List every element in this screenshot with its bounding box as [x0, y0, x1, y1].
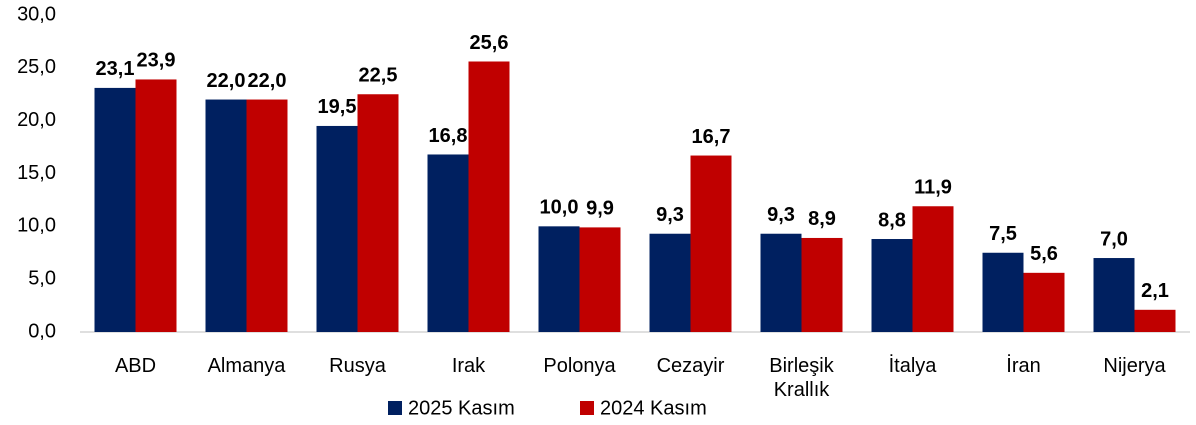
- bar: [801, 237, 843, 332]
- value-label: 7,0: [1100, 228, 1128, 250]
- x-tick-label: Almanya: [207, 355, 286, 377]
- bar: [1023, 272, 1065, 332]
- y-tick-label: 0,0: [28, 320, 56, 342]
- x-tick-label: Rusya: [329, 355, 386, 377]
- bar: [205, 99, 247, 333]
- value-label: 2,1: [1141, 280, 1169, 302]
- y-tick-label: 5,0: [28, 267, 56, 289]
- bar: [1093, 258, 1135, 332]
- value-label: 19,5: [318, 96, 357, 118]
- bar: [579, 227, 621, 332]
- value-label: 11,9: [914, 177, 952, 199]
- y-tick-label: 10,0: [17, 215, 56, 237]
- value-label: 9,3: [767, 204, 795, 226]
- value-label: 7,5: [989, 223, 1017, 245]
- bar: [871, 239, 913, 332]
- legend-swatch: [388, 401, 402, 415]
- bar: [427, 154, 469, 332]
- y-tick-label: 15,0: [17, 162, 56, 184]
- value-label: 8,8: [878, 209, 906, 231]
- value-label: 22,0: [248, 70, 287, 92]
- y-tick-label: 25,0: [17, 56, 56, 78]
- value-label: 16,8: [429, 125, 468, 147]
- bar: [649, 233, 691, 332]
- x-tick-label: Cezayir: [656, 355, 725, 377]
- x-tick-label: Polonya: [543, 355, 616, 377]
- bar: [760, 233, 802, 332]
- bar: [468, 61, 510, 332]
- bar: [912, 206, 954, 332]
- value-label: 8,9: [808, 208, 836, 230]
- value-label: 10,0: [540, 197, 579, 219]
- x-tick-label: Nijerya: [1103, 355, 1166, 377]
- value-label: 25,6: [470, 32, 509, 54]
- value-label: 22,5: [359, 65, 398, 87]
- value-label: 9,3: [656, 204, 684, 226]
- value-label: 5,6: [1030, 243, 1058, 265]
- bar: [135, 79, 177, 332]
- value-label: 23,1: [96, 58, 135, 80]
- x-tick-label: İran: [1006, 355, 1041, 377]
- value-label: 16,7: [692, 126, 731, 148]
- bar: [357, 94, 399, 332]
- bar: [690, 155, 732, 332]
- legend-label: 2025 Kasım: [408, 397, 515, 419]
- y-tick-label: 30,0: [17, 3, 56, 25]
- bar: [94, 87, 136, 332]
- y-tick-label: 20,0: [17, 109, 56, 131]
- x-tick-label: Birleşik Krallık: [769, 355, 834, 401]
- bar: [246, 99, 288, 333]
- x-tick-label: Irak: [451, 355, 486, 377]
- value-label: 23,9: [137, 50, 176, 72]
- bar: [982, 252, 1024, 332]
- legend-label: 2024 Kasım: [600, 397, 707, 419]
- x-tick-label: İtalya: [888, 355, 937, 377]
- value-label: 22,0: [207, 70, 246, 92]
- bar: [316, 125, 358, 332]
- legend-swatch: [580, 401, 594, 415]
- bar: [1134, 309, 1176, 332]
- bar: [538, 226, 580, 332]
- value-label: 9,9: [586, 198, 614, 220]
- x-tick-label: ABD: [114, 355, 157, 377]
